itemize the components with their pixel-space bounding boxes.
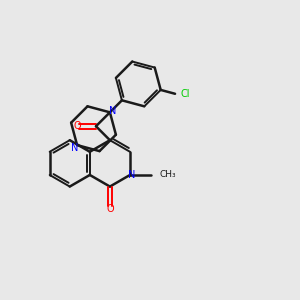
Text: Cl: Cl [181, 89, 190, 99]
Text: O: O [73, 121, 81, 131]
Text: N: N [128, 170, 135, 180]
Text: CH₃: CH₃ [159, 170, 176, 179]
Text: O: O [106, 204, 114, 214]
Text: N: N [109, 106, 116, 116]
Text: N: N [71, 143, 78, 153]
